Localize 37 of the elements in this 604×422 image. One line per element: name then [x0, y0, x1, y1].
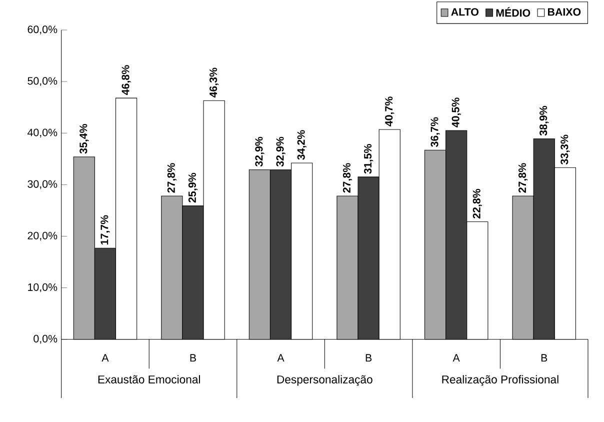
data-label: 27,8%	[167, 163, 176, 193]
data-label: 46,3%	[210, 68, 219, 98]
y-tick-label: 20,0%	[28, 232, 58, 241]
data-label: 38,9%	[540, 106, 549, 136]
data-label: 17,7%	[100, 215, 110, 244]
text: Exaustão Emocional	[98, 375, 200, 384]
x-tick-label: A	[452, 354, 460, 362]
data-label: 36,7%	[430, 117, 440, 147]
data-label: 32,9%	[276, 136, 286, 167]
data-label: 25,9%	[188, 172, 198, 202]
data-label: 22,8%	[472, 188, 482, 218]
data-label: 31,5%	[364, 144, 374, 174]
legend-label: MÉDIO	[496, 7, 530, 17]
data-label: 32,9%	[255, 136, 264, 167]
legend-label: ALTO	[451, 8, 478, 16]
x-tick-label: B	[190, 354, 196, 362]
data-label: 35,4%	[80, 124, 89, 154]
x-tick-label: B	[366, 354, 372, 362]
y-tick-label: 10,0%	[28, 283, 58, 292]
y-tick-label: 30,0%	[28, 180, 58, 190]
data-label: 46,8%	[122, 65, 131, 95]
text: Realização Profissional	[442, 375, 558, 386]
data-label: 34,2%	[297, 130, 306, 160]
y-tick-label: 40,0%	[28, 128, 58, 138]
data-label: 27,8%	[342, 163, 352, 193]
x-tick-label: A	[277, 354, 284, 362]
y-tick-label: 0,0%	[34, 334, 58, 344]
data-label: 40,7%	[385, 96, 394, 126]
data-label: 27,8%	[518, 163, 528, 193]
x-tick-label: B	[541, 354, 548, 362]
y-tick-label: 50,0%	[28, 77, 58, 86]
x-tick-label: A	[102, 354, 109, 362]
legend-label: BAIXO	[548, 8, 581, 16]
text: Despersonalização	[277, 375, 372, 386]
data-label: 33,3%	[560, 134, 570, 164]
y-tick-label: 60,0%	[28, 26, 58, 34]
data-label: 40,5%	[452, 98, 461, 128]
